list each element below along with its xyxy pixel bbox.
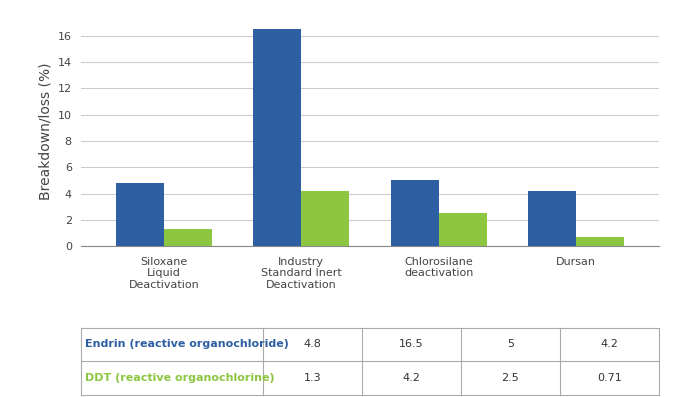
Text: 0.71: 0.71 — [597, 373, 621, 383]
Bar — [164, 229, 212, 246]
Bar — [390, 180, 439, 246]
Text: Endrin (reactive organochloride): Endrin (reactive organochloride) — [85, 339, 289, 349]
Text: 1.3: 1.3 — [304, 373, 322, 383]
Bar — [439, 213, 487, 246]
Text: 16.5: 16.5 — [399, 339, 424, 349]
Bar — [116, 183, 164, 246]
Text: 4.2: 4.2 — [600, 339, 618, 349]
Bar — [528, 191, 576, 246]
Text: 2.5: 2.5 — [502, 373, 519, 383]
Bar — [253, 29, 301, 246]
Y-axis label: Breakdown/loss (%): Breakdown/loss (%) — [38, 62, 52, 200]
Bar — [301, 191, 350, 246]
Text: 5: 5 — [507, 339, 514, 349]
Text: DDT (reactive organochlorine): DDT (reactive organochlorine) — [85, 373, 274, 383]
Text: 4.2: 4.2 — [403, 373, 420, 383]
Text: 4.8: 4.8 — [304, 339, 322, 349]
Bar — [576, 237, 624, 246]
